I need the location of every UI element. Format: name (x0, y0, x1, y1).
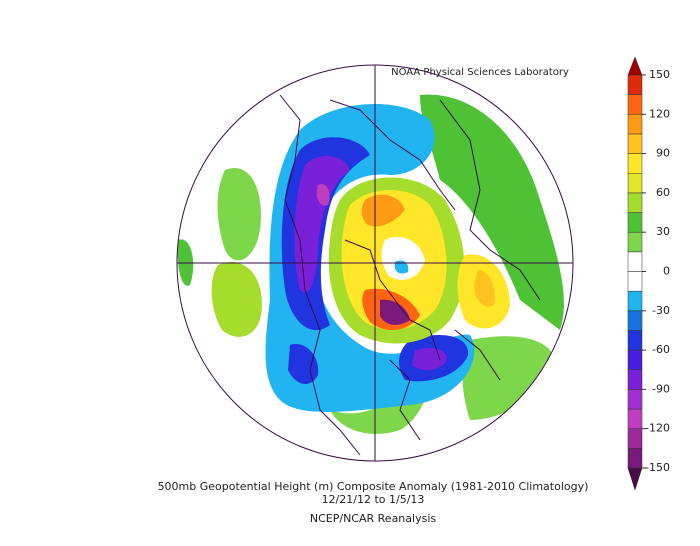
colorbar-segment (627, 330, 643, 351)
colorbar-segment (627, 428, 643, 449)
dataset-label: NCEP/NCAR Reanalysis (310, 512, 436, 525)
colorbar-tick-label: -150 (645, 461, 670, 474)
colorbar-tick-label: -90 (652, 382, 670, 395)
colorbar-segment (627, 173, 643, 194)
colorbar-over-arrow (627, 56, 643, 76)
colorbar-segment (627, 192, 643, 213)
colorbar: -150 -120 -90 -60 -30 0 30 60 90 120 150 (627, 56, 670, 491)
colorbar-segment (627, 271, 643, 292)
map-title: 500mb Geopotential Height (m) Composite … (158, 480, 589, 493)
colorbar-segment (627, 349, 643, 371)
colorbar-segment (627, 212, 643, 233)
colorbar-segment (627, 153, 643, 174)
colorbar-tick-label: -30 (652, 304, 670, 317)
date-range: 12/21/12 to 1/5/13 (322, 493, 425, 506)
colorbar-segment (627, 114, 643, 135)
colorbar-tick-label: 30 (656, 225, 670, 238)
colorbar-segment (627, 389, 643, 410)
map-border (176, 64, 574, 462)
coastlines (279, 94, 541, 456)
colorbar-tick-label: -120 (645, 422, 670, 435)
colorbar-tick-label: 60 (656, 186, 670, 199)
colorbar-segment (627, 94, 643, 115)
colorbar-segment (627, 310, 643, 331)
colorbar-segment (627, 231, 643, 253)
source-label: NOAA Physical Sciences Laboratory (391, 67, 569, 78)
graticule (176, 64, 574, 462)
colorbar-tick-label: 150 (649, 68, 670, 81)
colorbar-tick-label: 120 (649, 107, 670, 120)
colorbar-tick-label: -60 (652, 343, 670, 356)
colorbar-segment (627, 74, 643, 95)
colorbar-tick-label: 0 (663, 265, 670, 278)
colorbar-segment (627, 251, 643, 272)
colorbar-segment (627, 133, 643, 154)
anomaly-field (177, 94, 564, 456)
colorbar-segment (627, 448, 643, 469)
colorbar-segment (627, 369, 643, 390)
colorbar-segment (627, 290, 643, 312)
colorbar-segment (627, 408, 643, 429)
colorbar-under-arrow (627, 467, 643, 491)
colorbar-tick-label: 90 (656, 147, 670, 160)
